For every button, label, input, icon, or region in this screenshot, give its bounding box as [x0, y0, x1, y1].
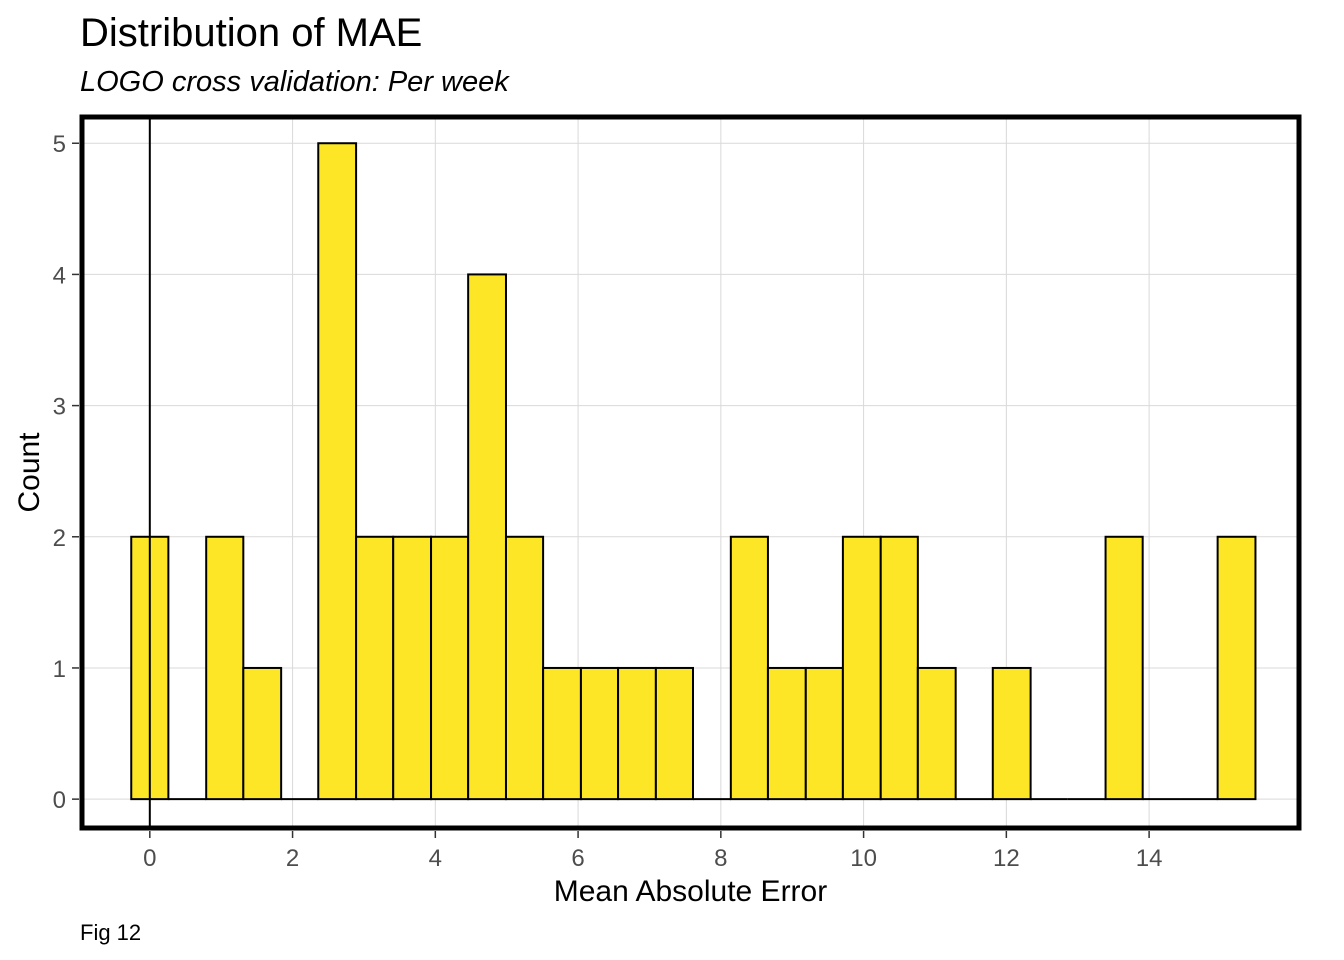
x-tick-label: 6: [571, 845, 584, 872]
histogram-bar: [804, 666, 844, 801]
y-tick-label: 5: [53, 131, 66, 158]
histogram-bar: [729, 535, 769, 801]
histogram-bar: [205, 535, 245, 801]
x-tick-label: 10: [850, 845, 877, 872]
histogram-bar: [916, 666, 957, 801]
histogram-bar: [242, 666, 283, 801]
histogram-bar: [579, 666, 620, 801]
histogram-bar: [392, 535, 433, 801]
histogram-bar: [841, 535, 882, 801]
histogram-bar: [654, 666, 694, 801]
x-tick-label: 2: [286, 845, 299, 872]
x-axis-ticks: 0 2 4 6 8 10 12 14: [143, 831, 1162, 872]
y-tick-label: 2: [53, 525, 66, 552]
histogram-bar: [879, 535, 919, 801]
histogram-bar: [1216, 535, 1257, 801]
y-axis-ticks: 0 1 2 3 4 5: [53, 131, 79, 814]
histogram-bar: [766, 666, 807, 801]
histogram-bars: [130, 142, 1257, 801]
y-axis-title: Count: [13, 432, 46, 513]
histogram-bar: [542, 666, 582, 801]
figure-caption: Fig 12: [80, 920, 142, 945]
x-tick-label: 12: [993, 845, 1020, 872]
histogram-bar: [430, 535, 470, 801]
chart-title: Distribution of MAE: [80, 11, 423, 55]
x-tick-label: 8: [714, 845, 727, 872]
histogram-bar: [317, 142, 358, 801]
panel-border: [79, 114, 1302, 831]
histogram-bar: [617, 666, 657, 801]
y-tick-label: 4: [53, 262, 66, 289]
x-axis-title: Mean Absolute Error: [554, 875, 827, 908]
y-tick-label: 1: [53, 656, 66, 683]
histogram-bar: [504, 535, 545, 801]
x-tick-label: 0: [143, 845, 156, 872]
y-tick-label: 0: [53, 787, 66, 814]
histogram-bar: [467, 273, 507, 801]
histogram-bar: [1104, 535, 1144, 801]
histogram-bar: [991, 666, 1032, 801]
x-tick-label: 14: [1136, 845, 1163, 872]
histogram-bar: [355, 535, 395, 801]
chart-subtitle: LOGO cross validation: Per week: [80, 66, 509, 98]
y-tick-label: 3: [53, 394, 66, 421]
x-tick-label: 4: [429, 845, 442, 872]
